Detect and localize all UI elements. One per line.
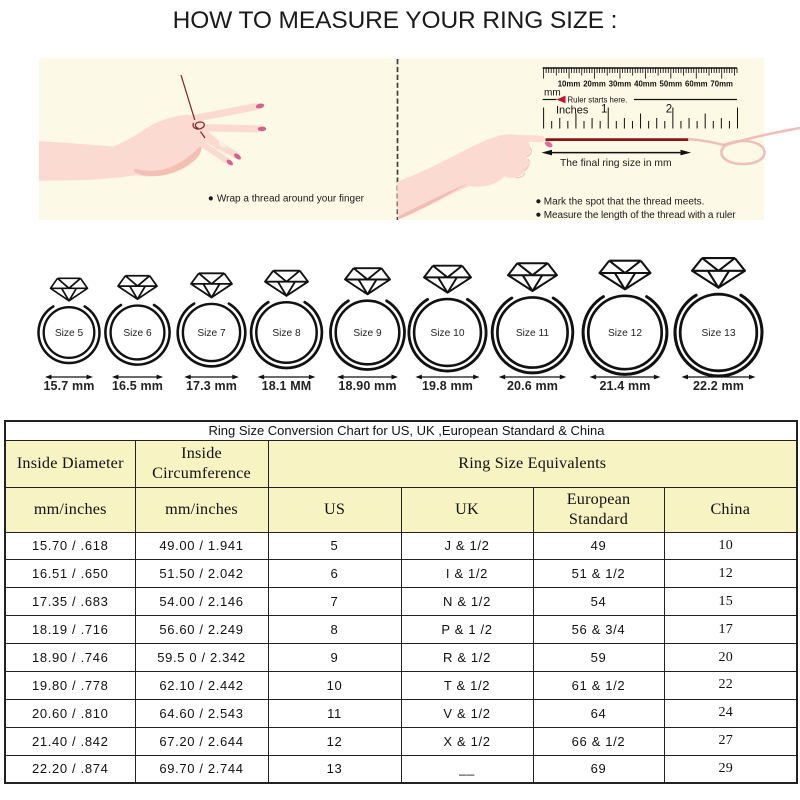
svg-text:60mm: 60mm	[685, 80, 708, 89]
svg-text:Size 13: Size 13	[702, 328, 736, 339]
svg-text:Size 10: Size 10	[431, 328, 465, 339]
svg-text:Inches: Inches	[556, 105, 589, 117]
svg-text:30mm: 30mm	[609, 80, 632, 89]
svg-text:Size 6: Size 6	[123, 328, 152, 339]
svg-text:Size 12: Size 12	[608, 328, 642, 339]
svg-text:Size 11: Size 11	[516, 328, 550, 339]
svg-text:70mm: 70mm	[710, 80, 733, 89]
svg-text:17.3 mm: 17.3 mm	[186, 379, 237, 393]
svg-text:18.90 mm: 18.90 mm	[338, 379, 396, 393]
svg-text:18.1 MM: 18.1 MM	[262, 379, 312, 393]
svg-text:Size 9: Size 9	[353, 328, 382, 339]
svg-text:20.6 mm: 20.6 mm	[507, 379, 558, 393]
svg-text:Size 7: Size 7	[197, 328, 226, 339]
svg-text:50mm: 50mm	[660, 80, 683, 89]
svg-text:1: 1	[601, 104, 607, 116]
svg-text:10mm: 10mm	[558, 80, 581, 89]
svg-text:The final ring size in mm: The final ring size in mm	[560, 158, 672, 169]
svg-text:15.7 mm: 15.7 mm	[43, 379, 94, 393]
svg-text:Measure the length of the thre: Measure the length of the thread with a …	[544, 210, 736, 221]
svg-text:Mark the spot that the thread: Mark the spot that the thread meets.	[544, 197, 705, 208]
svg-text:19.8 mm: 19.8 mm	[422, 379, 473, 393]
svg-text:16.5 mm: 16.5 mm	[112, 379, 163, 393]
svg-text:22.2 mm: 22.2 mm	[693, 379, 744, 393]
svg-text:mm: mm	[544, 88, 561, 99]
svg-text:40mm: 40mm	[634, 80, 657, 89]
svg-text:Ruler starts here.: Ruler starts here.	[568, 95, 628, 104]
svg-text:Wrap a thread around your fing: Wrap a thread around your finger	[217, 194, 365, 205]
svg-text:20mm: 20mm	[583, 80, 606, 89]
svg-text:21.4 mm: 21.4 mm	[599, 379, 650, 393]
svg-text:Size 8: Size 8	[272, 328, 301, 339]
svg-text:2: 2	[666, 104, 672, 116]
svg-text:Size 5: Size 5	[55, 328, 84, 339]
